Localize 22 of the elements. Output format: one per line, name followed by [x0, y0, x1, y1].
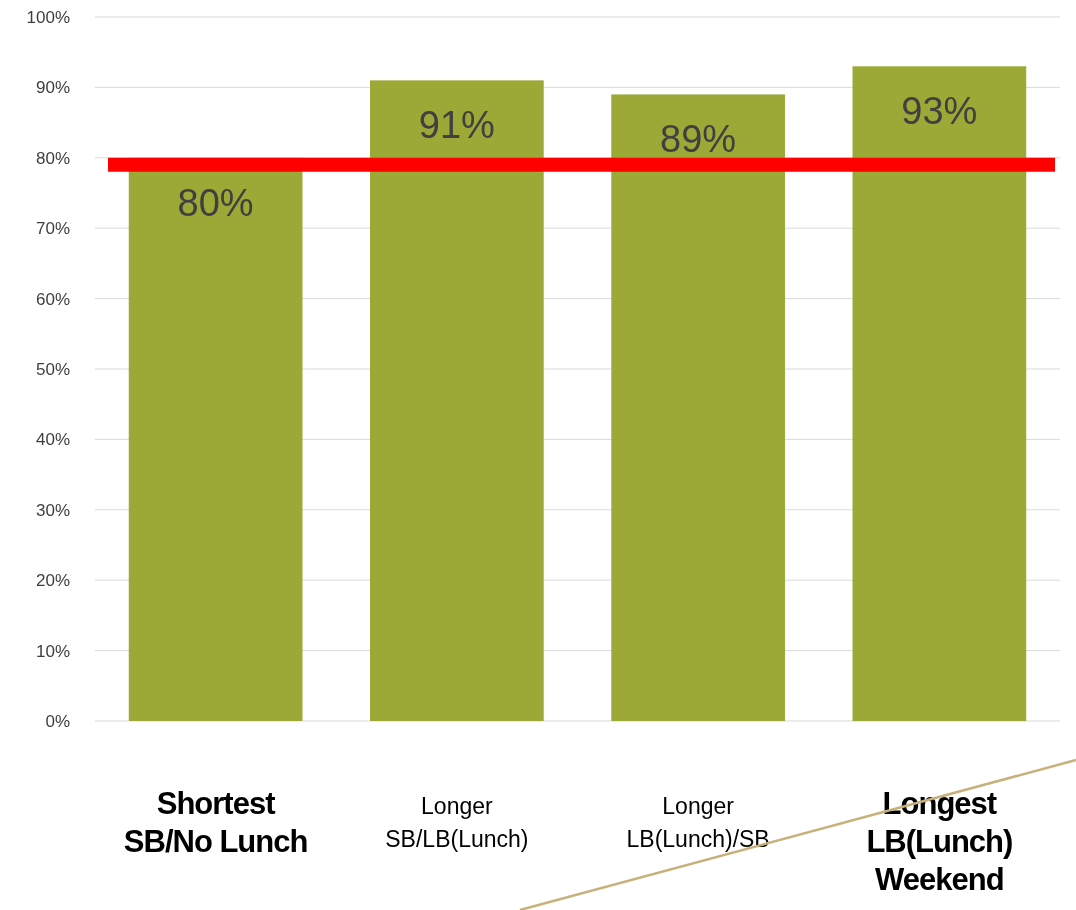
- data-label: 91%: [418, 104, 495, 147]
- y-tick-label: 20%: [35, 571, 70, 591]
- y-tick-label: 0%: [45, 711, 70, 731]
- x-tick-label: Longer LB(Lunch)/SB: [626, 793, 770, 852]
- bar: [611, 94, 785, 721]
- y-tick-label: 50%: [35, 359, 70, 379]
- data-label: 93%: [901, 90, 978, 133]
- y-tick-label: 80%: [35, 148, 70, 168]
- y-tick-label: 90%: [35, 78, 70, 98]
- y-tick-label: 40%: [35, 430, 70, 450]
- y-tick-label: 60%: [35, 289, 70, 309]
- bar: [852, 66, 1027, 721]
- x-tick-label: Shortest SB/No Lunch: [123, 786, 308, 859]
- x-tick-label: Longest LB(Lunch) Weekend: [866, 786, 1013, 897]
- y-tick-label: 10%: [35, 641, 70, 661]
- y-tick-label: 30%: [35, 500, 70, 520]
- data-label: 89%: [660, 118, 737, 161]
- bar: [370, 80, 544, 721]
- y-tick-label: 100%: [26, 7, 70, 27]
- y-tick-label: 70%: [35, 219, 70, 239]
- data-label: 80%: [177, 181, 254, 224]
- x-tick-label: Longer SB/LB(Lunch): [385, 793, 529, 852]
